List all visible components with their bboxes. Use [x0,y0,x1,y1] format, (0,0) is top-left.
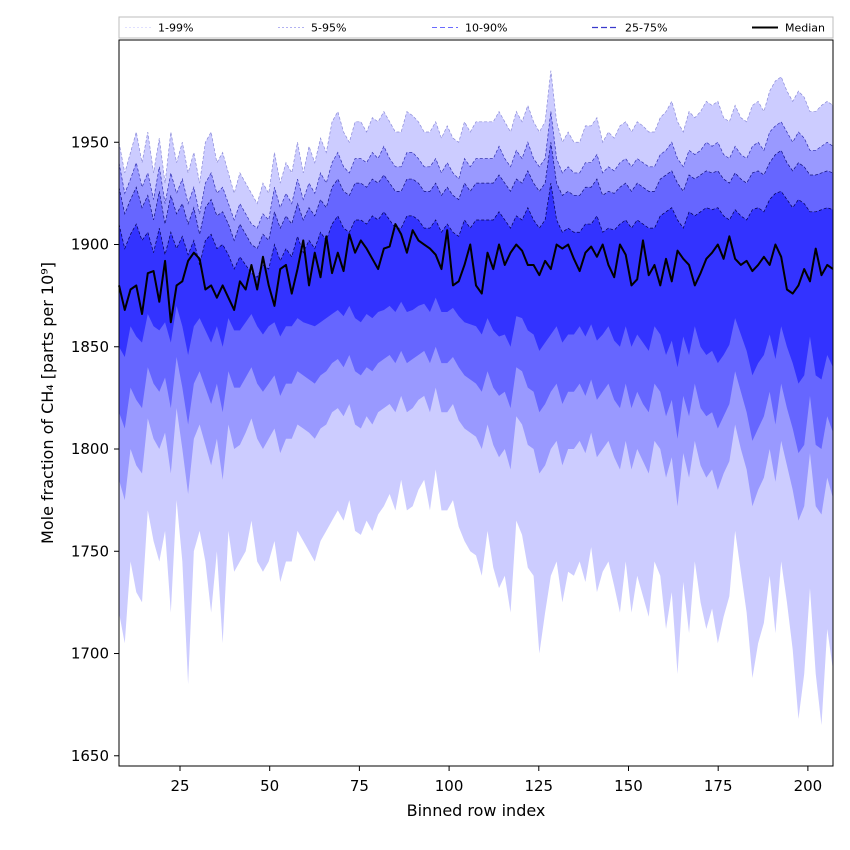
y-tick-label: 1750 [71,542,109,560]
x-axis: 25 50 75 100 125 150 175 200 [170,766,822,795]
x-tick-label: 100 [435,777,464,795]
x-tick-label: 200 [794,777,823,795]
x-tick-label: 150 [614,777,643,795]
legend-box [118,16,834,39]
x-tick-label: 125 [524,777,553,795]
median-line [118,223,834,324]
legend-label: Median [785,22,825,35]
band-upper-edge-25-75% [118,183,834,278]
y-tick-label: 1650 [71,747,109,765]
y-tick-label: 1950 [71,133,109,151]
legend-label: 25-75% [625,22,667,35]
y-axis-title: Mole fraction of CH₄ [parts per 10⁹] [38,262,57,544]
y-axis: 1650 1700 1750 1800 1850 1900 1950 [71,133,119,765]
x-axis-title: Binned row index [407,801,546,820]
y-tick-label: 1700 [71,645,109,663]
legend-label: 5-95% [311,22,346,35]
band-upper-edge-1-99% [118,70,834,205]
legend-label: 1-99% [158,22,193,35]
plot-frame [118,39,834,767]
band-upper-edge-5-95% [118,111,834,229]
y-tick-label: 1800 [71,440,109,458]
y-tick-label: 1900 [71,236,109,254]
legend: 1-99% 5-95% 10-90% 25-75% Median [118,16,834,39]
y-tick-label: 1850 [71,338,109,356]
x-tick-label: 25 [170,777,189,795]
band-upper-edge-10-90% [118,142,834,250]
legend-label: 10-90% [465,22,507,35]
median-layer [118,223,834,324]
x-tick-label: 175 [704,777,733,795]
x-tick-label: 75 [350,777,369,795]
x-tick-label: 50 [260,777,279,795]
